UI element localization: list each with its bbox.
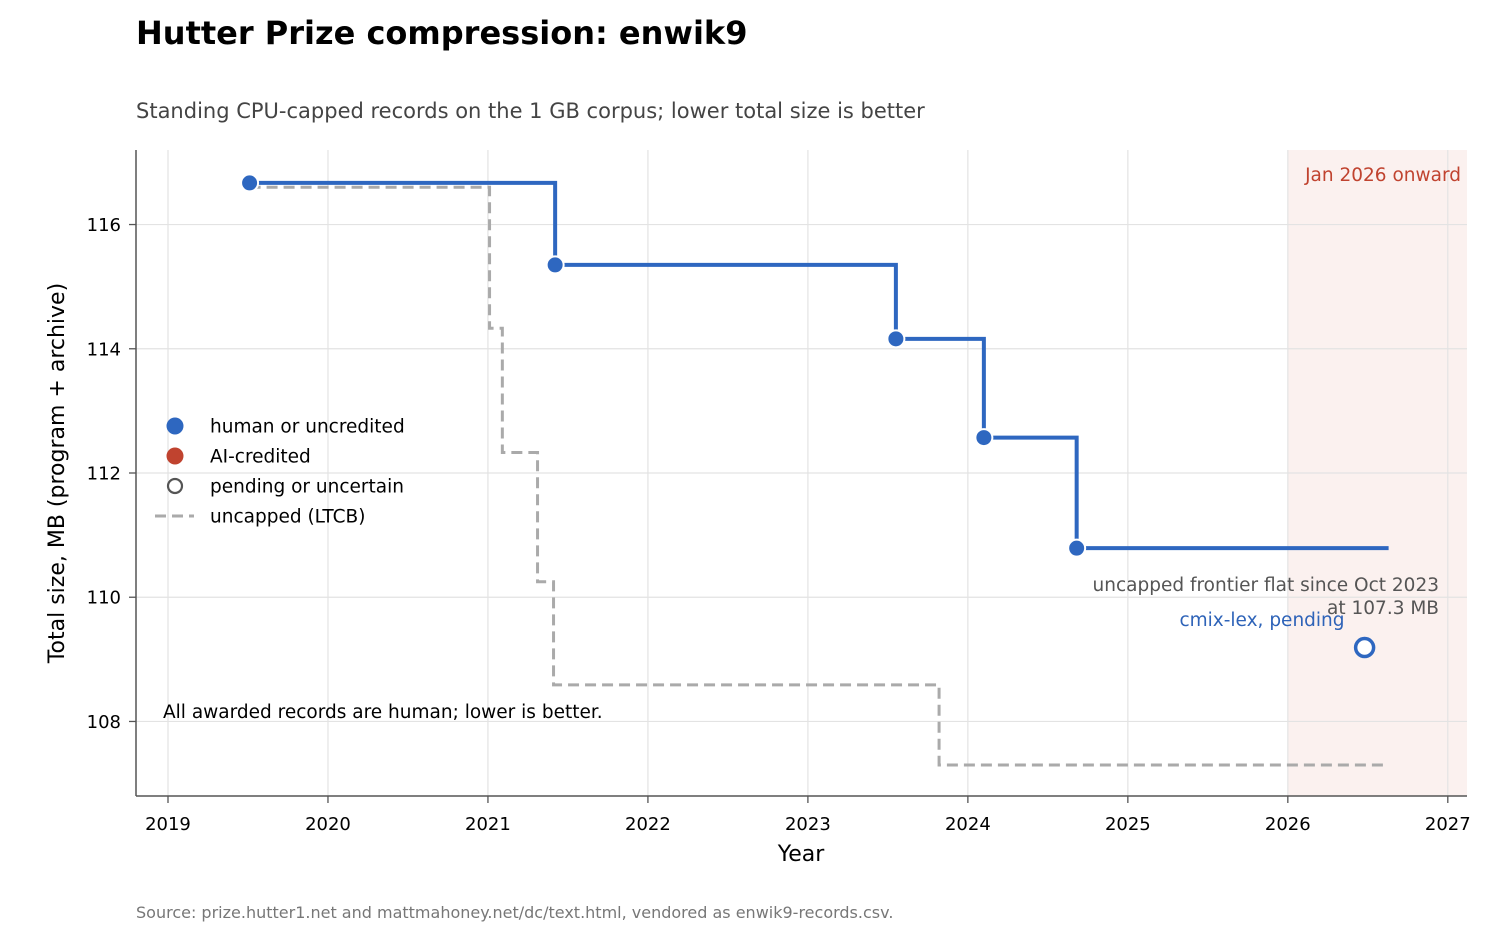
y-tick-label-108: 108 [87,712,121,733]
legend-marker-ai [166,447,184,465]
legend-label-human: human or uncredited [210,417,405,438]
legend-label-pending: pending or uncertain [210,477,404,498]
y-tick-label-112: 112 [87,464,121,485]
record-point-0 [240,173,260,193]
frontier-annotation-line1: uncapped frontier flat since Oct 2023 [1093,575,1439,596]
record-point-1 [545,255,565,275]
y-tick-label-110: 110 [87,588,121,609]
chart-note: All awarded records are human; lower is … [163,702,603,723]
y-tick-label-114: 114 [87,339,121,360]
gridlines [136,150,1467,796]
chart-title: Hutter Prize compression: enwik9 [136,14,748,52]
chart-subtitle: Standing CPU-capped records on the 1 GB … [136,99,925,123]
x-tick-label-2025: 2025 [1105,814,1151,835]
legend-label-uncapped: uncapped (LTCB) [210,507,365,528]
x-tick-label-2019: 2019 [145,814,191,835]
legend-marker-human [166,417,184,435]
record-point-2 [886,329,906,349]
x-tick-label-2026: 2026 [1265,814,1311,835]
y-axis-label: Total size, MB (program + archive) [45,283,70,664]
y-tick-label-116: 116 [87,215,121,236]
x-tick-label-2024: 2024 [945,814,991,835]
x-axis-label: Year [777,842,826,867]
record-point-3 [974,428,994,448]
x-tick-label-2027: 2027 [1425,814,1471,835]
source-note: Source: prize.hutter1.net and mattmahone… [136,903,894,922]
pending-point-0 [1353,636,1376,659]
record-point-4 [1067,538,1087,558]
uncapped-series-line [249,185,1389,767]
x-tick-label-2021: 2021 [465,814,511,835]
legend: human or uncredited AI-credited pending … [155,417,405,528]
legend-marker-pending [166,477,184,495]
frontier-annotation-line2: at 107.3 MB [1327,598,1439,619]
ticks: 2019 2020 2021 2022 2023 2024 2025 2026 2027 108 1… [87,215,1471,835]
x-tick-label-2022: 2022 [625,814,671,835]
record-points [240,173,1376,659]
x-tick-label-2023: 2023 [785,814,831,835]
shaded-region-label: Jan 2026 onward [1304,165,1461,186]
legend-label-ai: AI-credited [210,447,311,468]
capped-series-line [249,180,1389,551]
pending-point-label: cmix-lex, pending [1179,610,1344,631]
x-tick-label-2020: 2020 [305,814,351,835]
